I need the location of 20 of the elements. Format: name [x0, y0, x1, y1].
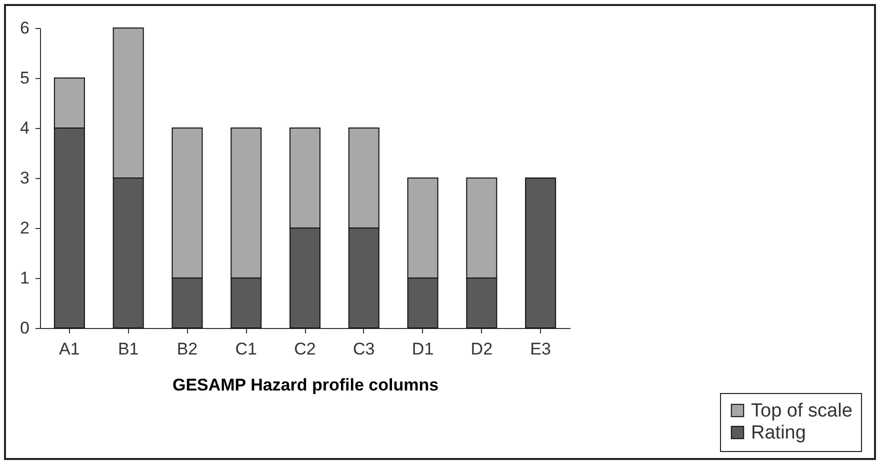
x-tick-label: B1 — [118, 340, 139, 358]
y-tick-label: 5 — [20, 68, 30, 88]
x-tick-label: A1 — [59, 340, 80, 358]
y-tick-label: 3 — [20, 168, 30, 188]
x-tick-label: E3 — [530, 340, 551, 358]
y-tick-label: 4 — [20, 118, 30, 138]
legend-label: Rating — [751, 422, 806, 444]
x-tick-label: D2 — [470, 340, 493, 358]
x-axis-title: GESAMP Hazard profile columns — [172, 376, 439, 394]
x-tick-label: D1 — [412, 340, 434, 358]
y-tick-label: 0 — [20, 318, 30, 338]
legend-label: Top of scale — [751, 400, 852, 422]
x-tick-label: B2 — [176, 340, 198, 358]
x-tick-label: C1 — [235, 340, 257, 358]
x-tick-label: C2 — [294, 340, 316, 358]
x-tick-label: C3 — [353, 340, 375, 358]
y-tick-label: 1 — [20, 268, 30, 288]
y-tick-label: 2 — [20, 218, 30, 238]
bar — [525, 178, 556, 328]
y-tick-label: 6 — [20, 18, 30, 38]
